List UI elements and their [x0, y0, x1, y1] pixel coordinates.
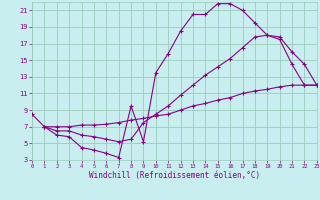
X-axis label: Windchill (Refroidissement éolien,°C): Windchill (Refroidissement éolien,°C)	[89, 171, 260, 180]
